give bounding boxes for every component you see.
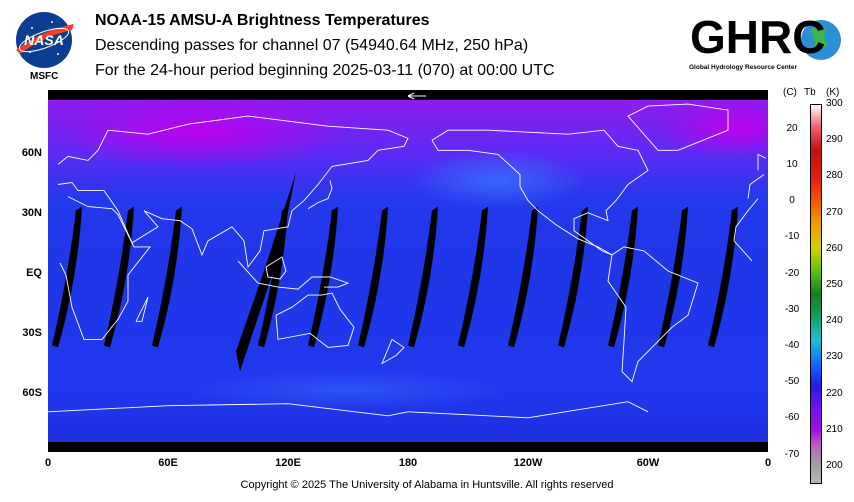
lat-label-30s: 30S — [22, 327, 42, 339]
colorbar-kelvin-tick: 220 — [826, 387, 843, 399]
swath-gap — [658, 206, 688, 348]
lat-label-60n: 60N — [21, 147, 42, 159]
colorbar-kelvin-tick: 250 — [826, 278, 843, 290]
swath-gap — [458, 206, 488, 348]
colorbar-celsius-tick: -30 — [784, 303, 800, 315]
coastline — [733, 240, 753, 262]
coastline — [307, 180, 333, 210]
coastline — [57, 115, 409, 269]
coastline — [135, 296, 149, 322]
colorbar-header-k: (K) — [826, 87, 840, 98]
cold-anomaly-arctic — [48, 94, 348, 170]
ghrc-globe-icon: GHRC — [690, 11, 841, 63]
colorbar-celsius-tick: 20 — [786, 122, 798, 134]
colorbar — [810, 104, 822, 484]
lon-label-120w: 120W — [513, 457, 543, 469]
warm-anomaly-pacific — [408, 150, 588, 210]
coastline — [237, 260, 350, 290]
colorbar-kelvin-tick: 260 — [826, 242, 843, 254]
lat-label-eq: EQ — [26, 267, 42, 279]
coastline — [59, 196, 151, 340]
lon-label-180: 180 — [398, 457, 418, 469]
colorbar-celsius-tick: -50 — [784, 376, 800, 388]
lon-label-60e: 60E — [158, 457, 178, 469]
lat-label-30n: 30N — [21, 207, 42, 219]
colorbar-kelvin-tick: 290 — [826, 134, 843, 146]
coastlines — [47, 103, 767, 419]
swath-gap — [236, 172, 296, 372]
colorbar-kelvin-tick: 300 — [826, 98, 843, 109]
colorbar-kelvin-tick: 230 — [826, 351, 843, 363]
lon-label-0w: 0 — [44, 457, 52, 469]
swath-gap — [508, 206, 538, 348]
swath-gaps — [52, 172, 738, 372]
copyright-notice: Copyright © 2025 The University of Alaba… — [240, 479, 614, 491]
swath-gap — [408, 206, 438, 348]
ghrc-logo: GHRC — [688, 8, 850, 66]
lon-label-120e: 120E — [275, 457, 301, 469]
polar-gap-bottom — [48, 442, 768, 452]
colorbar-celsius-tick: -10 — [784, 231, 800, 243]
coastline — [757, 153, 767, 171]
swath-gap — [608, 206, 638, 348]
colorbar-header-tb: Tb — [804, 87, 816, 98]
nasa-logo: NASA — [12, 10, 78, 72]
swath-gap — [104, 206, 134, 348]
map-title: NOAA-15 AMSU-A Brightness Temperatures — [95, 12, 430, 29]
colorbar-celsius-tick: -40 — [784, 339, 800, 351]
colorbar-header-c: (C) — [783, 87, 797, 98]
coastline — [431, 129, 649, 256]
swath-gap — [152, 206, 182, 348]
nasa-logo-text: NASA — [24, 32, 64, 48]
swath-gap — [52, 206, 82, 348]
coastline — [275, 292, 355, 348]
coastline — [407, 401, 649, 419]
nasa-meatball-icon: NASA — [16, 12, 74, 68]
colorbar-celsius-tick: -20 — [784, 267, 800, 279]
colorbar-kelvin-tick: 210 — [826, 423, 843, 435]
colorbar-ramp — [810, 104, 822, 484]
ghrc-subtitle: Global Hydrology Resource Center — [689, 64, 797, 71]
colorbar-celsius-tick: 0 — [789, 195, 795, 207]
coastline — [381, 339, 405, 365]
coastline — [627, 103, 729, 151]
colorbar-celsius-tick: 10 — [786, 158, 798, 170]
brightness-temperature-map — [47, 90, 818, 452]
swath-gap — [708, 206, 738, 348]
map-period: For the 24-hour period beginning 2025-03… — [95, 62, 555, 79]
colorbar-kelvin-tick: 270 — [826, 206, 843, 218]
msfc-label: MSFC — [30, 71, 59, 82]
colorbar-kelvin-tick: 240 — [826, 315, 843, 327]
coastline — [747, 174, 765, 199]
lat-label-60s: 60S — [22, 387, 42, 399]
swath-gap — [558, 206, 588, 348]
lon-label-60w: 60W — [636, 457, 660, 469]
colorbar-celsius-tick: -70 — [784, 448, 800, 460]
colorbar-kelvin-tick: 280 — [826, 170, 843, 182]
coastline — [733, 198, 759, 241]
coastline — [265, 256, 287, 280]
warm-anomaly-south — [188, 370, 508, 410]
lon-label-0e: 0 — [764, 457, 772, 469]
colorbar-kelvin-tick: 200 — [826, 459, 843, 471]
polar-gap-top — [48, 90, 768, 100]
ghrc-logo-text: GHRC — [690, 11, 825, 63]
map-panel — [47, 90, 818, 452]
map-subtitle: Descending passes for channel 07 (54940.… — [95, 37, 529, 54]
dateline-arrow-icon — [407, 92, 426, 100]
coastline — [607, 246, 699, 383]
colorbar-celsius-tick: -60 — [784, 412, 800, 424]
swath-gap — [358, 206, 388, 348]
coastline — [47, 403, 409, 417]
